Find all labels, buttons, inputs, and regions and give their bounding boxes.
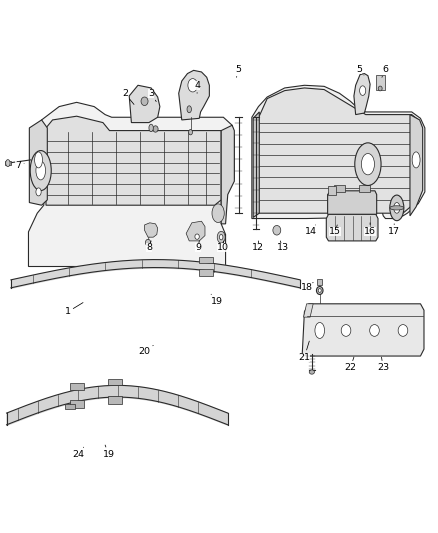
Ellipse shape (195, 234, 199, 239)
Polygon shape (46, 116, 221, 205)
Ellipse shape (35, 152, 42, 168)
Ellipse shape (6, 160, 10, 166)
Bar (328, 186, 336, 195)
Text: 10: 10 (217, 241, 230, 252)
Ellipse shape (141, 97, 148, 106)
Ellipse shape (360, 86, 366, 95)
Polygon shape (221, 125, 234, 224)
Text: 5: 5 (356, 65, 364, 75)
Text: 24: 24 (72, 447, 84, 458)
Ellipse shape (370, 325, 379, 336)
Polygon shape (328, 191, 377, 214)
Text: 5: 5 (236, 65, 242, 77)
Text: 18: 18 (300, 282, 313, 292)
Bar (334, 185, 345, 192)
Text: 20: 20 (138, 345, 153, 356)
Text: 14: 14 (305, 225, 317, 236)
Text: 19: 19 (211, 294, 223, 305)
Text: 17: 17 (388, 224, 400, 236)
Ellipse shape (316, 286, 323, 294)
Polygon shape (145, 223, 158, 237)
Polygon shape (326, 214, 378, 241)
Ellipse shape (36, 188, 41, 196)
Ellipse shape (315, 322, 325, 338)
Ellipse shape (188, 130, 193, 135)
Text: 7: 7 (15, 161, 24, 169)
Bar (108, 379, 122, 385)
Ellipse shape (153, 126, 158, 132)
Ellipse shape (145, 239, 151, 246)
Polygon shape (304, 304, 313, 317)
Bar (199, 257, 213, 262)
Ellipse shape (219, 235, 223, 240)
Ellipse shape (412, 152, 420, 168)
Text: 12: 12 (252, 241, 265, 252)
Bar (65, 403, 75, 409)
Text: 16: 16 (364, 223, 376, 236)
Text: 13: 13 (276, 241, 289, 252)
Ellipse shape (318, 289, 321, 292)
Ellipse shape (341, 325, 351, 336)
Polygon shape (186, 221, 205, 241)
Bar (317, 279, 322, 285)
Ellipse shape (390, 195, 404, 221)
Bar (5, 161, 11, 165)
Polygon shape (354, 74, 370, 115)
Polygon shape (28, 102, 234, 266)
Ellipse shape (188, 78, 198, 92)
Text: 2: 2 (122, 89, 134, 104)
Bar (70, 400, 84, 408)
Ellipse shape (398, 325, 408, 336)
Text: 22: 22 (344, 357, 357, 372)
Ellipse shape (309, 370, 314, 374)
Ellipse shape (212, 204, 224, 223)
Polygon shape (253, 112, 259, 217)
Text: 21: 21 (298, 341, 311, 361)
Ellipse shape (30, 150, 51, 191)
Text: 8: 8 (146, 241, 152, 252)
Text: 1: 1 (65, 303, 83, 316)
Text: 6: 6 (382, 65, 389, 77)
Ellipse shape (187, 106, 191, 112)
Polygon shape (410, 115, 423, 216)
Bar (70, 383, 84, 390)
Polygon shape (302, 304, 424, 356)
Ellipse shape (217, 231, 225, 243)
Polygon shape (29, 120, 47, 205)
Bar (199, 269, 213, 276)
Ellipse shape (378, 86, 382, 91)
Ellipse shape (361, 154, 374, 175)
Ellipse shape (273, 225, 281, 235)
Bar (376, 75, 385, 90)
Bar (108, 396, 122, 403)
Text: 4: 4 (194, 81, 200, 93)
Polygon shape (258, 88, 420, 213)
Bar (359, 185, 370, 192)
Text: 15: 15 (329, 225, 341, 236)
Polygon shape (179, 70, 209, 120)
Ellipse shape (390, 206, 404, 210)
Text: 3: 3 (148, 89, 156, 102)
Ellipse shape (355, 143, 381, 185)
Polygon shape (252, 85, 425, 219)
Ellipse shape (36, 161, 46, 180)
Polygon shape (129, 85, 160, 123)
Text: 9: 9 (195, 241, 201, 252)
Ellipse shape (149, 124, 153, 132)
Text: 19: 19 (102, 445, 115, 458)
Ellipse shape (394, 203, 400, 213)
Text: 23: 23 (377, 357, 389, 372)
